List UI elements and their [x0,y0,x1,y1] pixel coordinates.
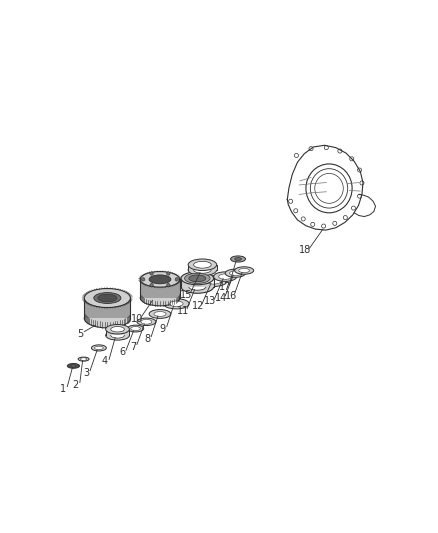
Ellipse shape [206,278,221,284]
Ellipse shape [106,330,130,340]
Text: 8: 8 [144,334,150,344]
Ellipse shape [194,266,211,273]
Ellipse shape [230,271,241,276]
Circle shape [175,278,178,281]
Polygon shape [140,279,180,298]
Ellipse shape [239,269,250,272]
Ellipse shape [106,325,130,334]
Ellipse shape [67,364,80,368]
Ellipse shape [84,288,131,308]
Text: 13: 13 [204,296,216,306]
Text: 6: 6 [119,348,125,357]
Ellipse shape [140,290,180,306]
Circle shape [150,272,153,275]
Ellipse shape [188,259,217,271]
Ellipse shape [194,261,211,268]
Ellipse shape [149,310,171,318]
Ellipse shape [189,275,206,282]
Ellipse shape [78,357,89,361]
Ellipse shape [95,346,103,350]
Text: 18: 18 [299,246,311,255]
Polygon shape [84,298,131,318]
Ellipse shape [214,272,237,281]
Polygon shape [106,329,130,335]
Ellipse shape [181,280,214,293]
Ellipse shape [140,271,180,287]
Ellipse shape [111,327,124,332]
Ellipse shape [81,358,87,360]
Circle shape [167,272,170,275]
Text: 7: 7 [130,342,136,352]
Ellipse shape [225,269,246,277]
Text: 14: 14 [215,293,227,303]
Ellipse shape [127,325,144,332]
Ellipse shape [141,319,152,324]
Ellipse shape [181,272,214,285]
Ellipse shape [184,273,210,284]
Ellipse shape [111,333,124,338]
Text: 5: 5 [77,329,83,338]
Ellipse shape [84,309,131,328]
Text: 3: 3 [83,368,89,378]
Ellipse shape [200,276,227,286]
Text: 17: 17 [219,282,231,292]
Ellipse shape [235,267,254,274]
Text: 4: 4 [102,357,108,367]
Ellipse shape [92,345,106,351]
Ellipse shape [71,365,76,367]
Text: 12: 12 [192,301,204,311]
Text: 10: 10 [131,314,143,325]
Text: 1: 1 [60,384,66,394]
Ellipse shape [137,318,156,326]
Text: 15: 15 [180,289,193,300]
Ellipse shape [235,257,241,260]
Ellipse shape [98,294,117,302]
Ellipse shape [230,256,246,262]
Ellipse shape [189,275,206,282]
Polygon shape [181,278,214,287]
Ellipse shape [188,264,217,276]
Text: 2: 2 [73,379,79,390]
Polygon shape [188,265,217,270]
Text: 9: 9 [159,324,166,334]
Ellipse shape [131,327,140,330]
Ellipse shape [149,275,171,284]
Ellipse shape [170,301,183,306]
Text: 11: 11 [177,305,189,316]
Text: 16: 16 [224,290,237,301]
Ellipse shape [219,274,232,279]
Circle shape [141,278,145,281]
Ellipse shape [163,298,189,309]
Ellipse shape [189,284,206,290]
Ellipse shape [154,312,166,317]
Circle shape [167,284,170,287]
Ellipse shape [94,293,121,303]
Circle shape [150,284,153,287]
